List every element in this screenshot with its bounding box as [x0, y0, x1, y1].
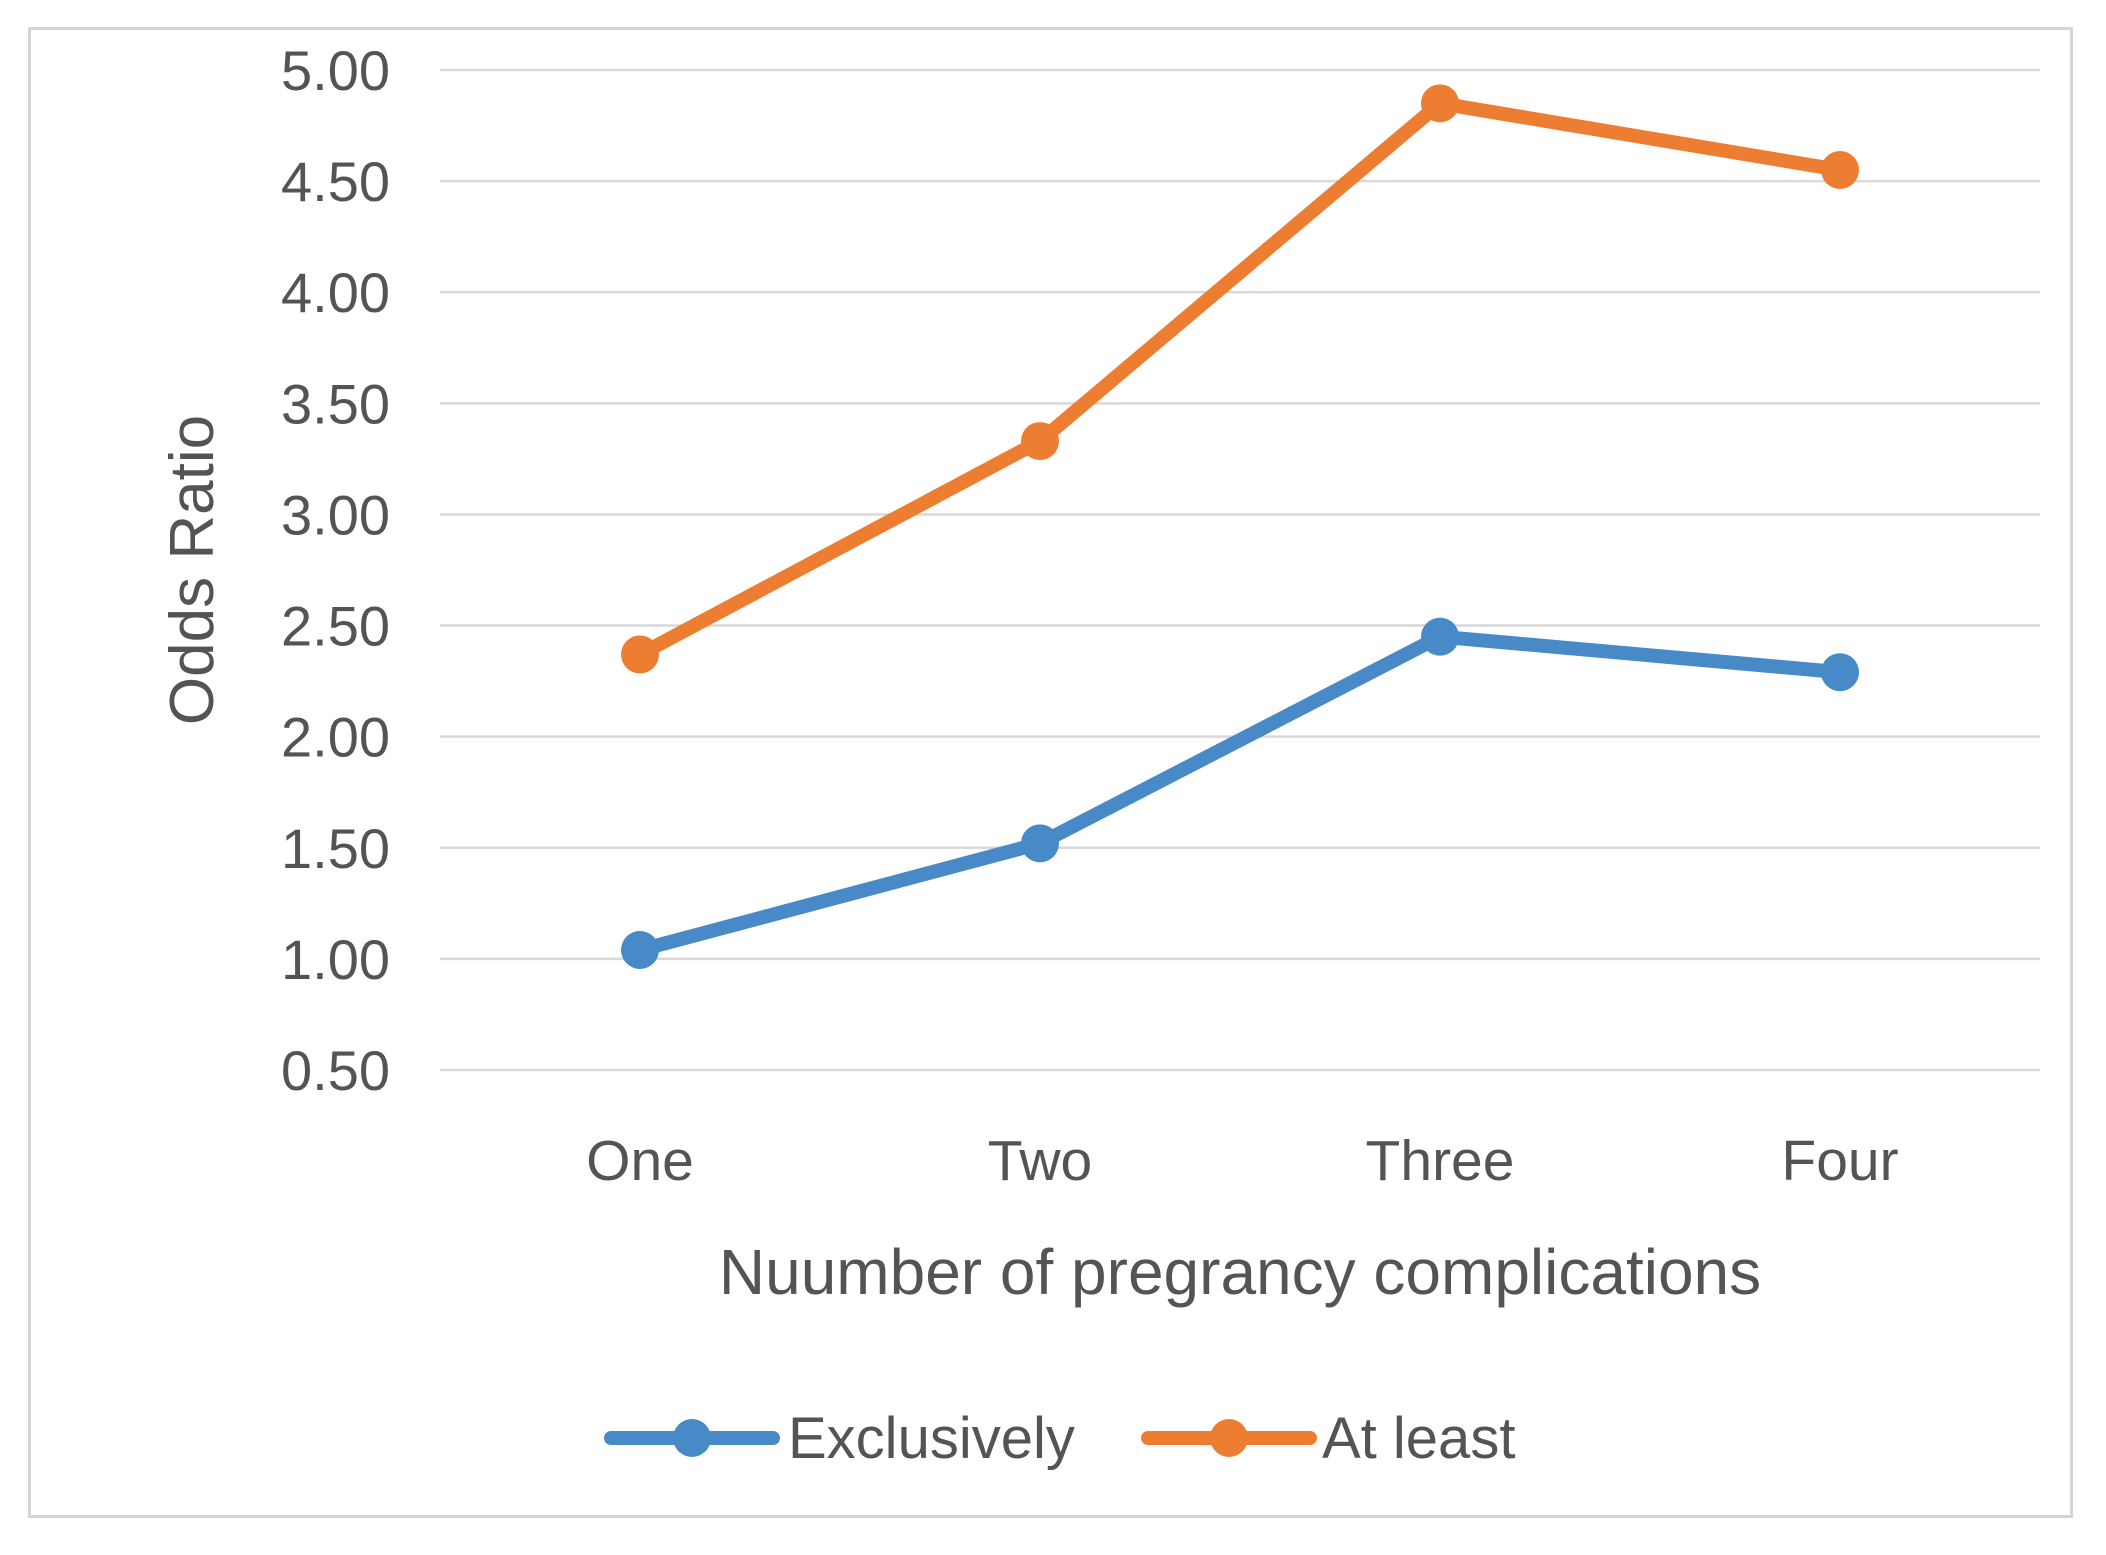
y-axis-title: Odds Ratio [158, 415, 227, 725]
data-point-marker [1021, 422, 1059, 461]
y-axis-tick-labels: 0.50 1.00 1.50 2.00 2.50 3.00 3.50 4.00 4.50 5.00 [281, 39, 390, 1102]
legend-swatch-marker [1210, 1419, 1248, 1457]
gridlines [440, 68, 2040, 1072]
data-point-marker [1821, 151, 1859, 189]
y-tick-label: 5.00 [281, 39, 390, 102]
data-point-marker [621, 635, 659, 674]
y-tick-label: 1.00 [281, 928, 390, 991]
chart-frame-border [28, 27, 2073, 1518]
legend-label: Exclusively [788, 1406, 1075, 1471]
y-tick-label: 3.50 [281, 372, 390, 435]
y-tick-label: 1.50 [281, 817, 390, 880]
legend-swatch-marker [673, 1419, 711, 1457]
y-tick-label: 4.00 [281, 261, 390, 324]
y-tick-label: 0.50 [281, 1039, 390, 1102]
x-category-label: Three [1366, 1129, 1515, 1193]
y-tick-label: 3.00 [281, 483, 390, 546]
y-tick-label: 2.00 [281, 706, 390, 769]
y-tick-label: 2.50 [281, 595, 390, 658]
x-axis-title: Nuumber of pregrancy complications [719, 1236, 1761, 1308]
legend-label: At least [1322, 1406, 1515, 1471]
data-point-marker [1421, 84, 1459, 123]
data-point-marker [1821, 653, 1859, 692]
series-line-exclusively [633, 629, 1847, 957]
legend: Exclusively At least [604, 1406, 1515, 1471]
x-axis-category-labels: One Two Three Four [586, 1129, 1898, 1193]
y-tick-label: 4.50 [281, 150, 390, 213]
data-series [621, 84, 1859, 969]
data-point-marker [1021, 824, 1059, 863]
x-category-label: Four [1781, 1129, 1898, 1193]
series-line-at-least [633, 96, 1847, 662]
x-category-label: Two [988, 1129, 1093, 1193]
data-point-marker [621, 931, 659, 969]
x-category-label: One [586, 1129, 694, 1193]
data-point-marker [1421, 617, 1459, 656]
